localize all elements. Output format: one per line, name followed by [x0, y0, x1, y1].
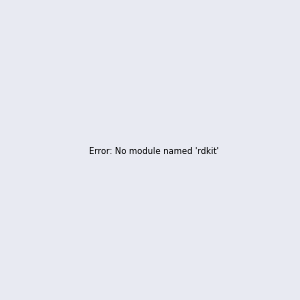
Text: Error: No module named 'rdkit': Error: No module named 'rdkit' [89, 147, 219, 156]
